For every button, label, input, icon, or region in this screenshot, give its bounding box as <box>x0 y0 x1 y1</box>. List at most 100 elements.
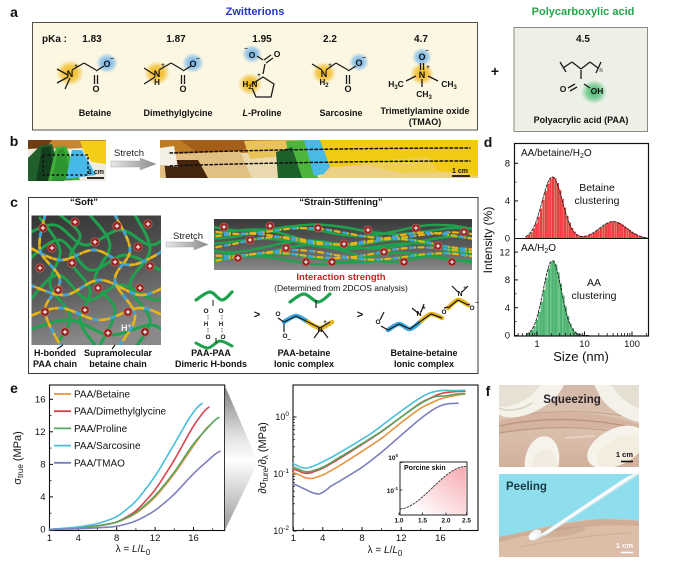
svg-text:N: N <box>321 69 328 79</box>
svg-text:c: c <box>10 194 18 210</box>
svg-text:O: O <box>220 334 225 341</box>
svg-text:1.5: 1.5 <box>418 518 427 525</box>
svg-text:O: O <box>441 309 446 316</box>
svg-text:100: 100 <box>388 453 398 462</box>
svg-text:O: O <box>375 319 380 326</box>
svg-text:O: O <box>103 59 110 69</box>
svg-text:4.5: 4.5 <box>576 34 590 45</box>
svg-text:1 cm: 1 cm <box>616 450 633 459</box>
svg-text:O: O <box>275 311 280 318</box>
svg-text:clustering: clustering <box>575 195 620 207</box>
svg-text:O: O <box>469 305 474 312</box>
svg-text:CH3: CH3 <box>441 79 457 91</box>
svg-text:Ionic complex: Ionic complex <box>274 359 334 369</box>
svg-text:0: 0 <box>505 234 510 245</box>
svg-text:∂σture/∂λ (MPa): ∂σture/∂λ (MPa) <box>257 422 270 494</box>
svg-text:O: O <box>218 308 223 315</box>
svg-text:–: – <box>425 47 429 54</box>
svg-text:L-Proline: L-Proline <box>242 108 281 118</box>
svg-text:16: 16 <box>435 533 446 544</box>
svg-text:1: 1 <box>47 533 52 544</box>
svg-text:4: 4 <box>76 533 81 544</box>
svg-text:Betaine: Betaine <box>79 108 112 118</box>
svg-text:N: N <box>67 69 74 79</box>
svg-text:+: + <box>257 73 261 79</box>
svg-text:H: H <box>154 78 160 87</box>
svg-text:+: + <box>491 63 499 79</box>
svg-text:O: O <box>189 59 196 69</box>
svg-text:16: 16 <box>35 395 46 406</box>
svg-text:O: O <box>282 333 287 340</box>
svg-text:1.95: 1.95 <box>252 34 272 45</box>
svg-text:4: 4 <box>320 533 325 544</box>
svg-text:16: 16 <box>188 533 199 544</box>
svg-text:Polycarboxylic acid: Polycarboxylic acid <box>532 6 635 18</box>
svg-text:σtrue (MPa): σtrue (MPa) <box>12 431 25 485</box>
svg-text:–: – <box>244 45 248 52</box>
svg-text:AA: AA <box>587 277 601 289</box>
svg-text:H2: H2 <box>319 78 329 89</box>
svg-text:100: 100 <box>624 339 640 350</box>
svg-text:pKa :: pKa : <box>42 34 67 45</box>
svg-text:0: 0 <box>40 525 45 536</box>
svg-text:–: – <box>196 55 200 62</box>
svg-text:b: b <box>10 133 19 149</box>
svg-text:+: + <box>328 63 332 69</box>
svg-text:10-2: 10-2 <box>273 525 289 536</box>
svg-text:100: 100 <box>275 411 289 422</box>
svg-text:H2N: H2N <box>243 80 258 91</box>
svg-text:f: f <box>486 383 491 399</box>
svg-text:OH: OH <box>591 86 604 96</box>
svg-text:4.7: 4.7 <box>414 34 428 45</box>
svg-text:1 cm: 1 cm <box>452 168 468 175</box>
svg-text:O: O <box>355 58 362 68</box>
svg-text:8: 8 <box>505 159 510 170</box>
svg-text:12: 12 <box>396 533 407 544</box>
svg-text:PAA/Betaine: PAA/Betaine <box>74 390 130 401</box>
svg-text:10-1: 10-1 <box>273 468 289 479</box>
svg-text:Size (nm): Size (nm) <box>553 349 609 364</box>
svg-text:N: N <box>154 69 161 79</box>
svg-text:N: N <box>419 70 426 80</box>
svg-text:H-bonded: H-bonded <box>34 348 76 358</box>
svg-text:AA/betaine/H2O: AA/betaine/H2O <box>521 148 592 160</box>
svg-text:H: H <box>219 322 223 328</box>
svg-text:4: 4 <box>505 303 510 314</box>
svg-text:N: N <box>416 311 421 318</box>
svg-text:1.83: 1.83 <box>82 34 102 45</box>
svg-text:2.0: 2.0 <box>441 518 450 525</box>
svg-text:“Soft”: “Soft” <box>70 197 98 208</box>
svg-text:e: e <box>10 380 18 396</box>
svg-text:H3C: H3C <box>388 79 404 91</box>
svg-text:Stretch: Stretch <box>173 231 203 242</box>
svg-text:8: 8 <box>505 275 510 286</box>
svg-text:PAA chain: PAA chain <box>33 359 77 369</box>
svg-text:10-1: 10-1 <box>387 486 399 495</box>
svg-text:Polyacrylic acid (PAA): Polyacrylic acid (PAA) <box>534 115 629 125</box>
svg-text:1.0: 1.0 <box>394 518 403 525</box>
svg-text:2.5: 2.5 <box>462 518 471 525</box>
svg-text:PAA/Dimethylglycine: PAA/Dimethylglycine <box>74 407 167 418</box>
svg-text:12: 12 <box>499 247 510 258</box>
svg-text:Trimetlylamine oxide: Trimetlylamine oxide <box>380 106 469 116</box>
svg-text:Squeezing: Squeezing <box>543 394 601 406</box>
svg-text:H+: H+ <box>121 323 132 333</box>
svg-text:1: 1 <box>291 533 296 544</box>
svg-text:clustering: clustering <box>572 290 617 302</box>
svg-text:Ionic complex: Ionic complex <box>394 359 454 369</box>
svg-text:>: > <box>254 309 260 321</box>
svg-text:1.87: 1.87 <box>166 34 186 45</box>
svg-text:O: O <box>92 84 99 94</box>
svg-text:Supramolecular: Supramolecular <box>84 348 153 358</box>
svg-text:Dimethylglycine: Dimethylglycine <box>143 108 212 118</box>
svg-text:O: O <box>560 84 567 94</box>
svg-text:–: – <box>362 54 366 61</box>
svg-text:d: d <box>484 134 493 150</box>
svg-text:Peeling: Peeling <box>506 481 547 493</box>
svg-text:–: – <box>110 55 114 62</box>
svg-text:a: a <box>10 4 18 20</box>
svg-text:O: O <box>249 50 256 60</box>
svg-text:betaine chain: betaine chain <box>89 359 147 369</box>
svg-text:O: O <box>205 334 210 341</box>
svg-text:Intensity (%): Intensity (%) <box>481 207 495 274</box>
